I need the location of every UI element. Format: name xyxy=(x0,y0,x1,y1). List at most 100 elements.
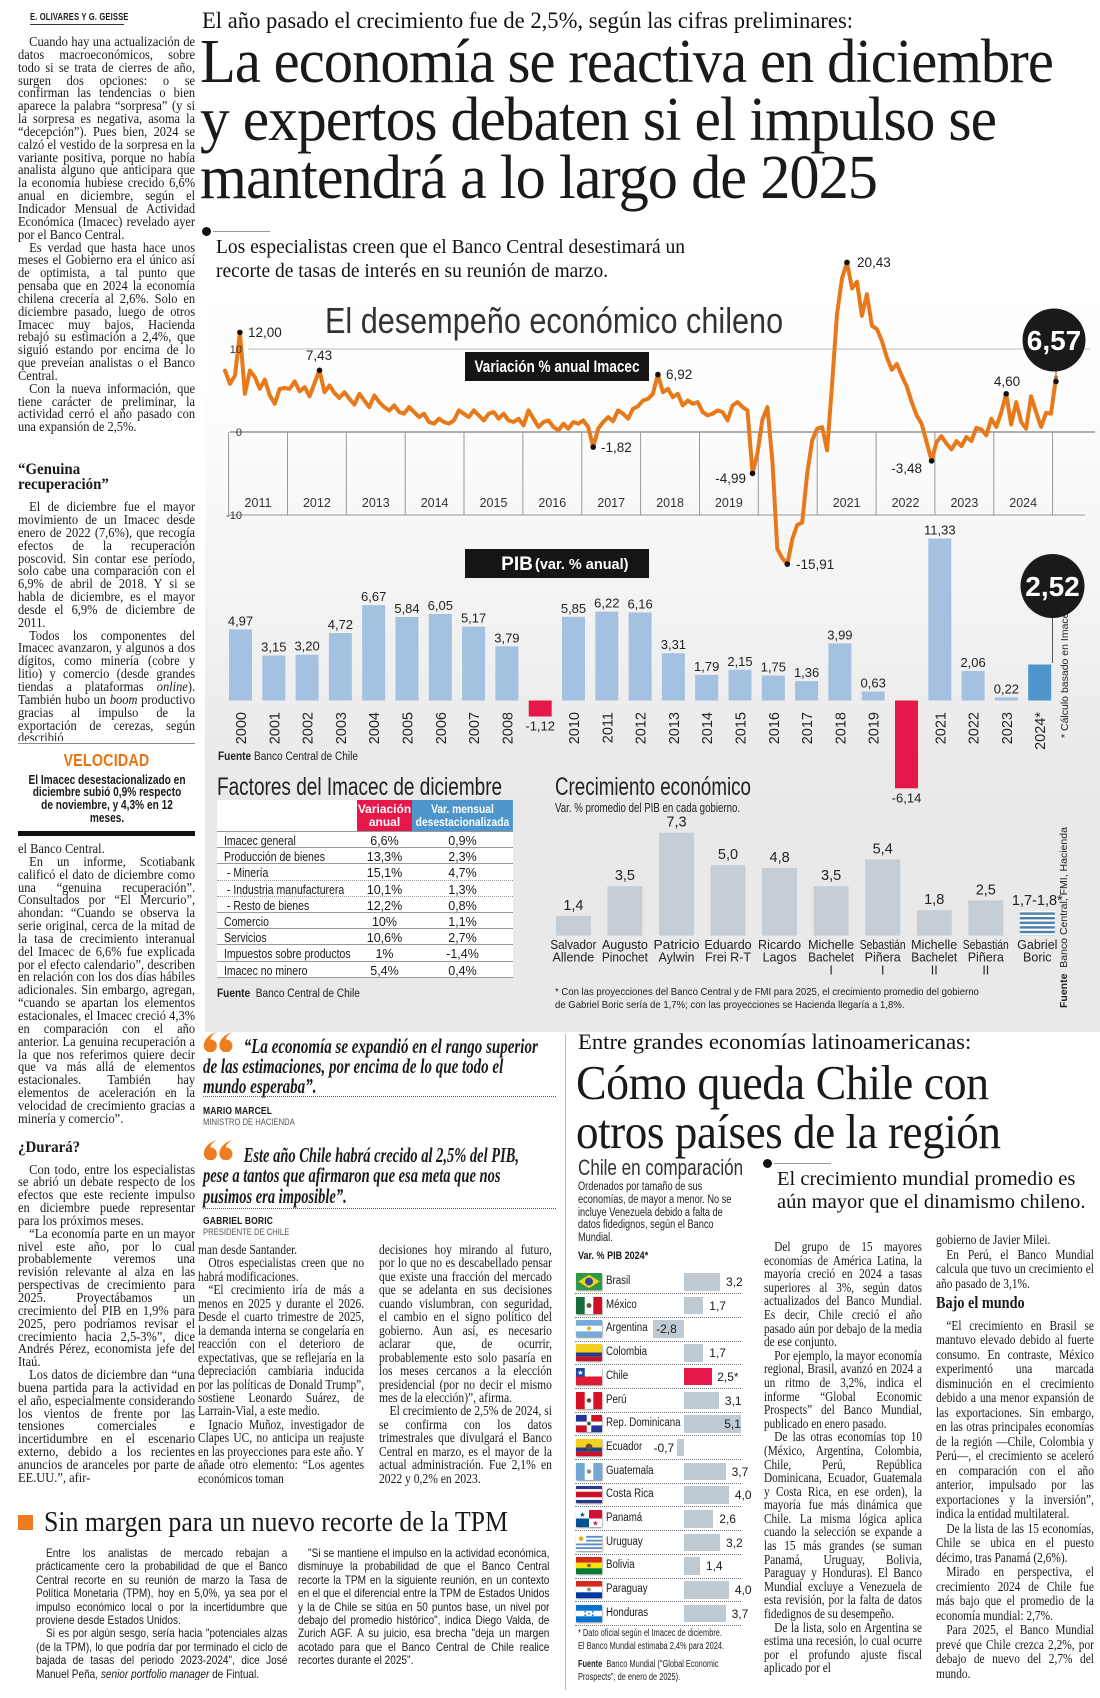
svg-text:Ricardo: Ricardo xyxy=(758,938,801,952)
svg-text:1,36: 1,36 xyxy=(794,665,819,680)
svg-text:2012: 2012 xyxy=(303,496,331,510)
svg-text:2011: 2011 xyxy=(600,712,616,743)
svg-text:2018: 2018 xyxy=(656,496,684,510)
svg-text:-1,82: -1,82 xyxy=(601,440,632,455)
svg-text:-1,12: -1,12 xyxy=(525,719,555,734)
svg-text:2010: 2010 xyxy=(567,712,583,744)
svg-text:2013: 2013 xyxy=(667,712,683,744)
svg-text:(var. % anual): (var. % anual) xyxy=(535,557,629,573)
svg-text:1,8: 1,8 xyxy=(924,892,944,908)
svg-text:2024: 2024 xyxy=(1009,496,1037,510)
svg-text:2023: 2023 xyxy=(1000,712,1016,744)
svg-text:2016: 2016 xyxy=(767,712,783,744)
svg-text:II: II xyxy=(982,963,989,977)
svg-text:-3,48: -3,48 xyxy=(891,461,922,476)
svg-text:I: I xyxy=(829,963,832,977)
svg-text:2021: 2021 xyxy=(933,712,949,744)
svg-text:Piñera: Piñera xyxy=(968,951,1004,965)
svg-text:6,57: 6,57 xyxy=(1027,325,1082,356)
svg-text:2014: 2014 xyxy=(421,496,449,510)
svg-text:1,7-1,8*: 1,7-1,8* xyxy=(1012,893,1063,909)
svg-text:Sebastián: Sebastián xyxy=(860,938,906,952)
svg-text:3,15: 3,15 xyxy=(261,640,286,655)
svg-text:4,60: 4,60 xyxy=(994,374,1020,389)
svg-text:1,75: 1,75 xyxy=(761,660,786,675)
svg-text:2011: 2011 xyxy=(245,496,272,510)
svg-text:0,22: 0,22 xyxy=(994,681,1019,696)
svg-text:2015: 2015 xyxy=(480,496,508,510)
svg-text:6,16: 6,16 xyxy=(627,596,652,611)
svg-text:2003: 2003 xyxy=(334,712,350,744)
svg-text:2022: 2022 xyxy=(967,712,983,744)
svg-text:2,52: 2,52 xyxy=(1025,571,1080,602)
svg-text:3,79: 3,79 xyxy=(494,630,519,645)
svg-text:6,05: 6,05 xyxy=(428,598,453,613)
svg-text:Allende: Allende xyxy=(553,951,595,965)
svg-text:2007: 2007 xyxy=(467,712,483,744)
svg-text:2017: 2017 xyxy=(800,712,816,744)
svg-text:Eduardo: Eduardo xyxy=(704,938,751,952)
svg-text:PIB: PIB xyxy=(501,554,533,575)
svg-text:Patricio: Patricio xyxy=(654,938,700,952)
svg-text:0,63: 0,63 xyxy=(861,676,886,691)
svg-text:Aylwin: Aylwin xyxy=(659,951,695,965)
svg-text:★: ★ xyxy=(577,1368,584,1377)
svg-text:2012: 2012 xyxy=(634,712,650,744)
svg-text:Sebastián: Sebastián xyxy=(963,938,1009,952)
svg-text:3,5: 3,5 xyxy=(821,868,841,884)
svg-text:3,31: 3,31 xyxy=(661,637,686,652)
svg-text:2016: 2016 xyxy=(538,496,566,510)
svg-text:-4,99: -4,99 xyxy=(715,471,746,486)
svg-text:2021: 2021 xyxy=(833,496,861,510)
svg-text:4,97: 4,97 xyxy=(228,613,253,628)
svg-text:6,22: 6,22 xyxy=(594,596,619,611)
svg-text:2,06: 2,06 xyxy=(960,655,985,670)
svg-text:11,33: 11,33 xyxy=(924,523,956,538)
svg-text:Variación % anual Imacec: Variación % anual Imacec xyxy=(475,358,640,376)
svg-text:3,99: 3,99 xyxy=(827,627,852,642)
svg-text:10: 10 xyxy=(230,344,242,356)
svg-text:Michelle: Michelle xyxy=(911,938,957,952)
svg-text:2013: 2013 xyxy=(362,496,390,510)
svg-text:Piñera: Piñera xyxy=(865,951,901,965)
svg-text:-10: -10 xyxy=(226,510,242,522)
svg-text:Lagos: Lagos xyxy=(763,951,797,965)
svg-text:2019: 2019 xyxy=(715,496,743,510)
svg-text:Bachelet: Bachelet xyxy=(808,951,854,965)
svg-text:5,84: 5,84 xyxy=(394,601,419,616)
svg-text:2001: 2001 xyxy=(267,712,283,744)
svg-text:6,92: 6,92 xyxy=(666,367,692,382)
svg-text:Frei R-T: Frei R-T xyxy=(705,951,751,965)
svg-text:-6,14: -6,14 xyxy=(892,790,922,805)
svg-text:2,15: 2,15 xyxy=(727,654,752,669)
svg-text:20,43: 20,43 xyxy=(857,255,891,270)
svg-text:2008: 2008 xyxy=(500,712,516,744)
svg-text:2004: 2004 xyxy=(367,712,383,744)
svg-text:Augusto: Augusto xyxy=(602,938,648,952)
svg-text:1,79: 1,79 xyxy=(694,659,719,674)
svg-text:2014: 2014 xyxy=(700,712,716,744)
svg-text:3,20: 3,20 xyxy=(294,639,319,654)
svg-text:12,00: 12,00 xyxy=(248,325,282,340)
svg-text:2000: 2000 xyxy=(234,712,250,744)
svg-text:5,85: 5,85 xyxy=(561,601,586,616)
svg-text:2002: 2002 xyxy=(301,712,317,744)
svg-text:5,17: 5,17 xyxy=(461,611,486,626)
svg-text:2023: 2023 xyxy=(950,496,978,510)
svg-text:★: ★ xyxy=(592,1519,599,1527)
svg-text:II: II xyxy=(931,963,938,977)
svg-text:0: 0 xyxy=(236,427,242,439)
svg-text:Salvador: Salvador xyxy=(550,938,596,952)
svg-text:Bachelet: Bachelet xyxy=(911,951,957,965)
svg-text:2005: 2005 xyxy=(401,712,417,744)
svg-text:Michelle: Michelle xyxy=(808,938,854,952)
svg-text:5,4: 5,4 xyxy=(873,842,893,858)
svg-text:2024*: 2024* xyxy=(1033,712,1049,750)
svg-text:5,0: 5,0 xyxy=(718,847,738,863)
svg-text:2015: 2015 xyxy=(734,712,750,744)
svg-text:Boric: Boric xyxy=(1023,951,1051,965)
svg-text:7,3: 7,3 xyxy=(666,815,686,831)
svg-text:6,67: 6,67 xyxy=(361,589,386,604)
svg-text:Pinochet: Pinochet xyxy=(602,951,648,965)
svg-text:2019: 2019 xyxy=(867,712,883,744)
